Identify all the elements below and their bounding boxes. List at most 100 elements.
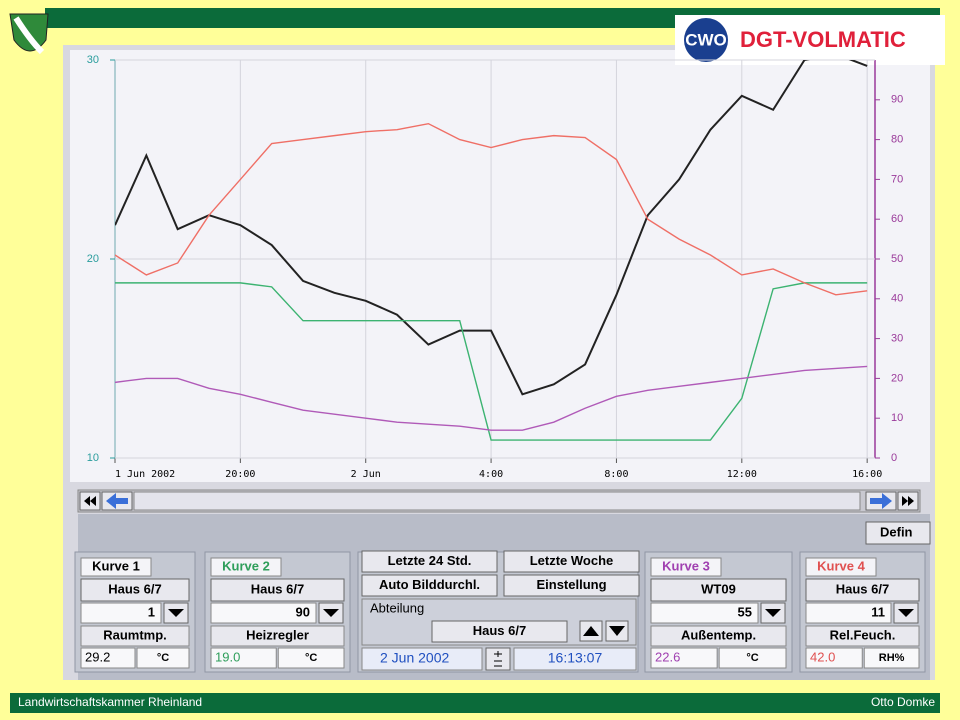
number: 55 — [738, 604, 752, 619]
unit: RH% — [879, 652, 905, 664]
name-box — [80, 625, 190, 647]
nav-button-label: Letzte 24 Std. — [388, 553, 472, 568]
unit-box — [718, 647, 787, 669]
unit-box — [277, 647, 345, 669]
panel-title-box — [805, 557, 877, 577]
unit-box — [863, 647, 920, 669]
y2-tick-label: 60 — [891, 213, 903, 225]
logo-circle — [684, 18, 728, 62]
down-icon — [609, 626, 625, 636]
number: 1 — [148, 604, 155, 619]
y2-tick-label: 80 — [891, 134, 903, 146]
house-select[interactable] — [805, 578, 920, 602]
unit: °C — [746, 652, 758, 664]
date-box — [361, 647, 483, 671]
data-line — [115, 365, 868, 431]
define-button[interactable] — [865, 521, 931, 545]
controls: Kurve 1 Haus 6/7 1 Raumtmp. 29.2 °C Kurve 2 Hau… — [74, 550, 926, 673]
y2-tick-label: 50 — [891, 253, 903, 265]
data-line — [115, 282, 868, 441]
value-box — [650, 647, 718, 669]
panel-title: Kurve 4 — [817, 558, 865, 573]
up-icon — [583, 626, 599, 636]
scroll-last-icon — [902, 496, 914, 506]
date-spinner[interactable] — [485, 647, 511, 671]
value: 42.0 — [810, 649, 835, 664]
y2-tick-label: 90 — [891, 94, 903, 106]
number: 90 — [296, 604, 310, 619]
name: Außentemp. — [681, 627, 756, 642]
panel-title-box — [210, 557, 282, 577]
scroll-right-icon — [870, 493, 892, 509]
chart-area — [70, 50, 930, 482]
nav-button[interactable] — [361, 550, 498, 573]
house-select-label: Haus 6/7 — [836, 581, 889, 596]
nav-button[interactable] — [503, 550, 640, 573]
panel-title-box — [80, 557, 152, 577]
name-box — [210, 625, 345, 647]
nav-button[interactable] — [503, 574, 640, 597]
dropdown-icon — [168, 609, 184, 617]
x-tick-label: 12:00 — [727, 469, 757, 480]
y2-tick-label: 30 — [891, 333, 903, 345]
number-box[interactable] — [80, 602, 162, 624]
scroll-first-icon — [84, 496, 96, 506]
nav-button[interactable] — [361, 574, 498, 597]
department-select-label: Haus 6/7 — [473, 623, 526, 638]
crest-band — [13, 16, 45, 55]
time-box — [513, 647, 637, 671]
dropdown-icon — [765, 609, 781, 617]
value-box — [80, 647, 136, 669]
nav-button-label: Letzte Woche — [530, 553, 614, 568]
x-tick-label: 1 Jun 2002 — [115, 469, 175, 480]
house-select-label: Haus 6/7 — [108, 581, 161, 596]
panel-title: Kurve 1 — [92, 558, 140, 573]
nav-button-label: Einstellung — [536, 577, 606, 592]
name-box — [650, 625, 787, 647]
scroll-thumb[interactable] — [133, 491, 861, 511]
dropdown-icon — [323, 609, 339, 617]
footer-bar — [10, 693, 940, 713]
define-label: Defin — [880, 524, 913, 539]
unit: °C — [305, 652, 317, 664]
data-line — [115, 60, 868, 396]
value: 19.0 — [215, 649, 240, 664]
logo-name: DGT-VOLMATIC — [740, 27, 906, 52]
house-select[interactable] — [650, 578, 787, 602]
dropdown-icon — [898, 609, 914, 617]
unit: °C — [157, 652, 169, 664]
number-box[interactable] — [650, 602, 759, 624]
panel-title-box — [650, 557, 722, 577]
department-label: Abteilung — [370, 600, 424, 615]
number-box[interactable] — [210, 602, 317, 624]
y-tick-label: 10 — [87, 452, 99, 464]
footer-right: Otto Domke — [871, 695, 935, 709]
chart: 1 Jun 2002 20:00 2 Jun 4:00 8:00 12:00 16:00 10… — [87, 54, 904, 480]
data-line — [115, 122, 868, 296]
x-tick-label: 16:00 — [852, 469, 882, 480]
scroll-left-icon — [106, 493, 128, 509]
y2-tick-label: 40 — [891, 293, 903, 305]
house-select[interactable] — [210, 578, 345, 602]
value: 29.2 — [85, 649, 110, 664]
value: 22.6 — [655, 649, 680, 664]
x-tick-label: 20:00 — [225, 469, 255, 480]
name: Heizregler — [246, 627, 309, 642]
y2-tick-label: 20 — [891, 372, 903, 384]
department-select[interactable] — [431, 620, 568, 643]
number-box[interactable] — [805, 602, 892, 624]
time: 16:13:07 — [548, 650, 603, 666]
house-select-label: WT09 — [701, 581, 736, 596]
y2-tick-label: 70 — [891, 173, 903, 185]
house-select[interactable] — [80, 578, 190, 602]
y2-tick-label: 10 — [891, 412, 903, 424]
spinner-icon — [494, 651, 502, 667]
panel-title: Kurve 3 — [662, 558, 710, 573]
number: 11 — [871, 604, 885, 619]
panel-title: Kurve 2 — [222, 558, 270, 573]
y-tick-label: 30 — [87, 54, 99, 66]
name: Raumtmp. — [103, 627, 167, 642]
x-tick-label: 2 Jun — [351, 469, 381, 480]
